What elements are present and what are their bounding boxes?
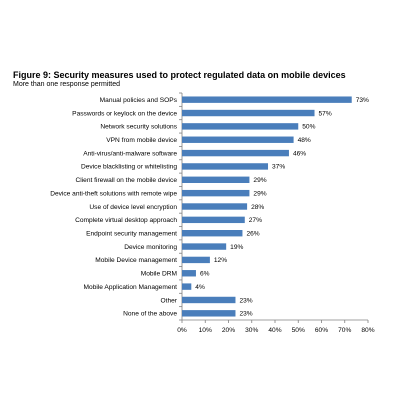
x-tick-label: 70% bbox=[338, 327, 351, 334]
category-label: None of the above bbox=[123, 311, 177, 318]
category-label: Endpoint security management bbox=[86, 231, 177, 238]
x-tick-label: 80% bbox=[361, 327, 374, 334]
data-label: 57% bbox=[319, 110, 332, 117]
category-label: Passwords or keylock on the device bbox=[72, 110, 177, 117]
category-label: VPN from mobile device bbox=[106, 137, 177, 144]
bar bbox=[182, 163, 269, 170]
data-label: 4% bbox=[195, 284, 205, 291]
bar bbox=[182, 189, 250, 197]
bar bbox=[182, 296, 236, 304]
x-tick-label: 40% bbox=[268, 327, 281, 334]
data-label: 23% bbox=[239, 311, 252, 318]
category-label: Use of device level encryption bbox=[89, 204, 177, 211]
category-label: Device anti-theft solutions with remote … bbox=[50, 190, 177, 197]
category-label: Mobile Application Management bbox=[84, 284, 178, 291]
chart-title: Figure 9: Security measures used to prot… bbox=[13, 70, 346, 80]
category-label: Device blacklisting or whitelisting bbox=[81, 164, 177, 171]
chart-subtitle: More than one response permitted bbox=[13, 81, 121, 88]
bar bbox=[182, 109, 315, 117]
bar bbox=[182, 256, 210, 264]
category-label: Mobile DRM bbox=[141, 271, 177, 278]
x-tick-label: 10% bbox=[199, 327, 212, 334]
x-tick-label: 60% bbox=[315, 327, 328, 334]
x-tick-label: 50% bbox=[292, 327, 305, 334]
data-label: 6% bbox=[200, 271, 210, 278]
bar bbox=[182, 96, 352, 103]
category-label: Other bbox=[161, 297, 178, 304]
category-label: Network security solutions bbox=[100, 124, 177, 131]
category-label: Client firewall on the mobile device bbox=[75, 177, 177, 184]
bar bbox=[182, 216, 245, 224]
category-label: Mobile Device management bbox=[95, 257, 177, 264]
bar bbox=[182, 230, 243, 237]
category-label: Manual policies and SOPs bbox=[100, 97, 178, 104]
bar bbox=[182, 270, 196, 277]
data-label: 73% bbox=[356, 97, 369, 104]
data-label: 26% bbox=[246, 231, 259, 238]
data-label: 28% bbox=[251, 204, 264, 211]
category-label: Device monitoring bbox=[124, 244, 177, 251]
bar bbox=[182, 149, 289, 157]
data-label: 48% bbox=[298, 137, 311, 144]
bar bbox=[182, 283, 192, 290]
data-label: 23% bbox=[239, 297, 252, 304]
data-label: 27% bbox=[249, 217, 262, 224]
x-tick-label: 30% bbox=[245, 327, 258, 334]
bar bbox=[182, 123, 299, 130]
data-label: 37% bbox=[272, 164, 285, 171]
category-label: Complete virtual desktop approach bbox=[75, 217, 177, 224]
bar bbox=[182, 310, 236, 317]
bar bbox=[182, 243, 227, 250]
data-label: 12% bbox=[214, 257, 227, 264]
bar bbox=[182, 136, 294, 143]
bar bbox=[182, 203, 248, 210]
data-label: 46% bbox=[293, 150, 306, 157]
x-tick-label: 20% bbox=[222, 327, 235, 334]
data-label: 29% bbox=[253, 190, 266, 197]
data-label: 29% bbox=[253, 177, 266, 184]
data-label: 19% bbox=[230, 244, 243, 251]
x-tick-label: 0% bbox=[177, 327, 187, 334]
bar bbox=[182, 176, 250, 183]
category-label: Anti-virus/anti-malware software bbox=[83, 150, 177, 157]
data-label: 50% bbox=[302, 124, 315, 131]
